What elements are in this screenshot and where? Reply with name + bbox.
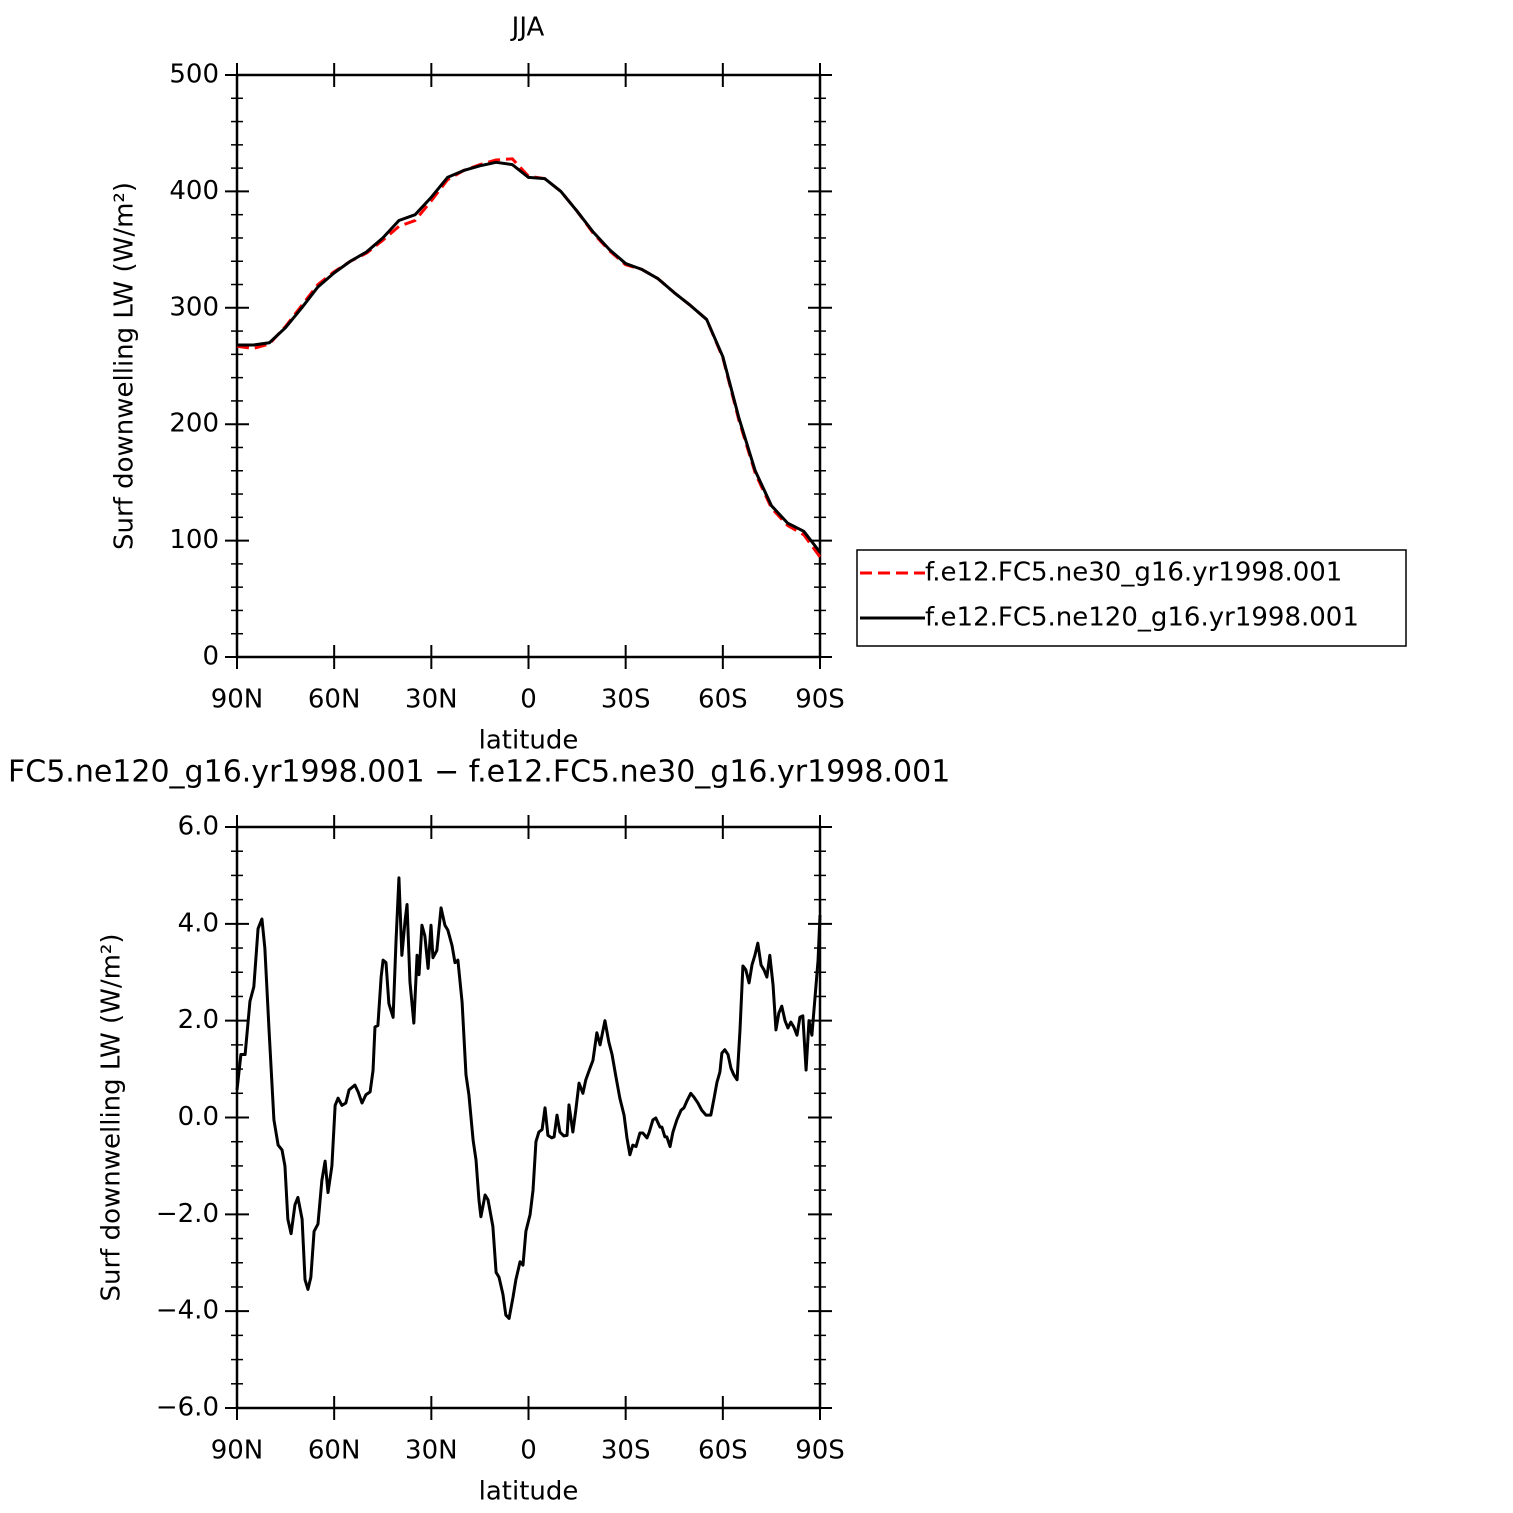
legend-label: f.e12.FC5.ne30_g16.yr1998.001 [925, 558, 1342, 588]
y-tick-label: 100 [169, 525, 219, 555]
chart-title: JJA [510, 13, 545, 43]
x-axis-label: latitude [479, 1477, 579, 1507]
x-tick-label: 60N [308, 685, 361, 715]
x-tick-label: 60N [308, 1436, 361, 1466]
y-axis-label: Surf downwelling LW (W/m²) [97, 934, 127, 1302]
y-tick-label: 6.0 [178, 812, 219, 842]
y-tick-label: 0 [202, 642, 219, 672]
y-axis-label: Surf downwelling LW (W/m²) [110, 182, 140, 550]
x-tick-label: 30N [405, 1436, 458, 1466]
y-tick-label: 0.0 [178, 1102, 219, 1132]
y-tick-label: 2.0 [178, 1005, 219, 1035]
x-tick-label: 90N [211, 685, 264, 715]
plot-frame [235, 825, 822, 1410]
x-tick-label: 30N [405, 685, 458, 715]
data-line [236, 157, 822, 558]
data-line [235, 876, 822, 1320]
x-tick-label: 0 [520, 1436, 537, 1466]
chart-title: FC5.ne120_g16.yr1998.001 − f.e12.FC5.ne3… [8, 755, 950, 790]
y-tick-label: 400 [169, 176, 219, 206]
y-tick-label: −6.0 [156, 1393, 219, 1423]
x-tick-label: 0 [520, 685, 537, 715]
x-tick-label: 90S [795, 1436, 845, 1466]
plot-frame [235, 73, 822, 659]
y-tick-label: 200 [169, 409, 219, 439]
x-tick-label: 30S [601, 1436, 651, 1466]
x-tick-label: 60S [698, 685, 748, 715]
y-tick-label: 300 [169, 292, 219, 322]
x-tick-label: 60S [698, 1436, 748, 1466]
x-tick-label: 30S [601, 685, 651, 715]
x-axis-label: latitude [479, 726, 579, 756]
y-tick-label: 500 [169, 60, 219, 90]
y-tick-label: 4.0 [178, 908, 219, 938]
x-tick-label: 90N [211, 1436, 264, 1466]
y-tick-label: −4.0 [156, 1296, 219, 1326]
legend-box [856, 549, 1407, 647]
legend-label: f.e12.FC5.ne120_g16.yr1998.001 [925, 603, 1359, 633]
x-tick-label: 90S [795, 685, 845, 715]
y-tick-label: −2.0 [156, 1199, 219, 1229]
data-line [237, 160, 822, 554]
